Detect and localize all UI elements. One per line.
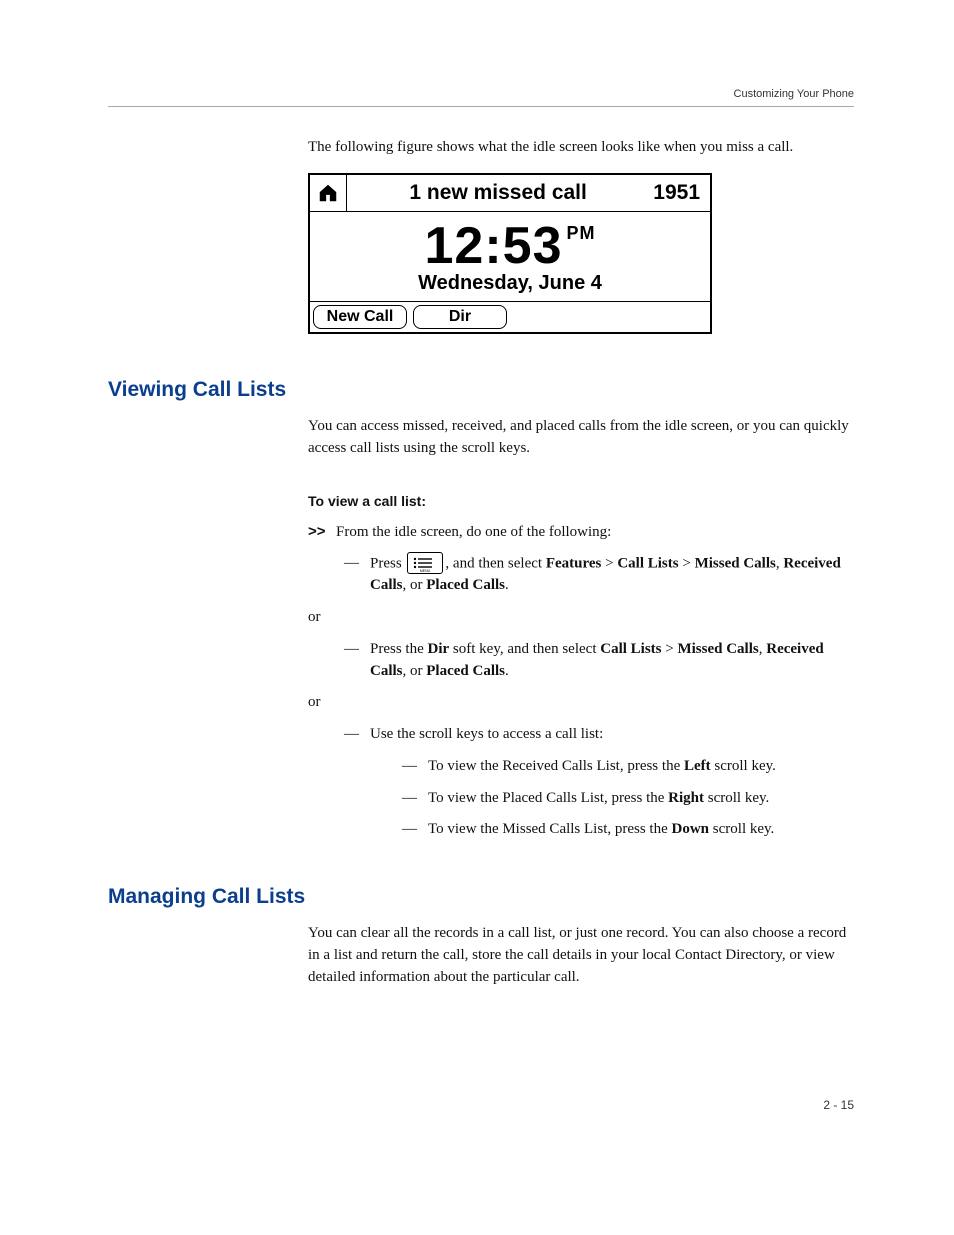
managing-para: You can clear all the records in a call … xyxy=(308,923,854,988)
bold-down: Down xyxy=(672,821,710,837)
bold-call-lists-2: Call Lists xyxy=(600,641,661,657)
text-gt2: > xyxy=(679,556,695,572)
text-press: Press xyxy=(370,556,405,572)
bold-features: Features xyxy=(546,556,602,572)
sub-missed: To view the Missed Calls List, press the… xyxy=(402,819,854,841)
text-then-select: , and then select xyxy=(445,556,545,572)
heading-managing-call-lists: Managing Call Lists xyxy=(108,885,854,909)
clock-date: Wednesday, June 4 xyxy=(310,272,710,295)
clock-time: 12:53 PM xyxy=(425,220,596,272)
text-use-scroll: Use the scroll keys to access a call lis… xyxy=(370,726,603,742)
header-rule xyxy=(108,106,854,107)
bold-missed-2: Missed Calls xyxy=(677,641,758,657)
text-sub-placed: To view the Placed Calls List, press the xyxy=(428,790,668,806)
text-period: . xyxy=(505,577,509,593)
procedure-heading: To view a call list: xyxy=(308,493,854,509)
text-gt3: > xyxy=(662,641,678,657)
softkey-dir: Dir xyxy=(413,305,507,329)
bold-placed: Placed Calls xyxy=(426,577,505,593)
time-ampm: PM xyxy=(567,224,596,242)
text-gt: > xyxy=(601,556,617,572)
bold-right: Right xyxy=(668,790,704,806)
option-scroll-keys: Use the scroll keys to access a call lis… xyxy=(344,724,854,841)
procedure-lead: >> From the idle screen, do one of the f… xyxy=(308,523,854,541)
bold-missed: Missed Calls xyxy=(695,556,776,572)
heading-viewing-call-lists: Viewing Call Lists xyxy=(108,378,854,402)
bold-placed-2: Placed Calls xyxy=(426,663,505,679)
text-or-sep: , or xyxy=(403,577,427,593)
phone-screenshot: 1 new missed call 1951 12:53 PM Wednesda… xyxy=(308,173,712,334)
running-head: Customizing Your Phone xyxy=(108,88,854,100)
bold-call-lists: Call Lists xyxy=(617,556,678,572)
sub-received: To view the Received Calls List, press t… xyxy=(402,756,854,778)
option-dir-softkey: Press the Dir soft key, and then select … xyxy=(344,639,854,683)
text-sub-missed: To view the Missed Calls List, press the xyxy=(428,821,672,837)
svg-text:MENU: MENU xyxy=(420,569,431,573)
text-or-2: or xyxy=(308,692,854,714)
procedure-lead-text: From the idle screen, do one of the foll… xyxy=(336,524,611,541)
bold-left: Left xyxy=(684,758,711,774)
text-sub-received: To view the Received Calls List, press t… xyxy=(428,758,684,774)
text-scroll-key-1: scroll key. xyxy=(711,758,776,774)
intro-paragraph: The following figure shows what the idle… xyxy=(308,137,854,159)
bold-dir: Dir xyxy=(428,641,450,657)
procedure-arrow-icon: >> xyxy=(308,523,336,540)
home-icon xyxy=(310,175,347,211)
text-or-sep-2: , or xyxy=(403,663,427,679)
text-scroll-key-2: scroll key. xyxy=(704,790,769,806)
option-menu-path: Press MENU , and then select Features > C… xyxy=(344,553,854,597)
text-or-1: or xyxy=(308,607,854,629)
viewing-para: You can access missed, received, and pla… xyxy=(308,416,854,460)
page-number: 2 - 15 xyxy=(108,1098,854,1112)
text-period-2: . xyxy=(505,663,509,679)
text-press-the: Press the xyxy=(370,641,428,657)
time-digits: 12:53 xyxy=(425,220,563,272)
missed-call-banner: 1 new missed call xyxy=(347,177,649,209)
extension-number: 1951 xyxy=(649,177,710,209)
softkey-new-call: New Call xyxy=(313,305,407,329)
text-softkey-then: soft key, and then select xyxy=(449,641,600,657)
text-scroll-key-3: scroll key. xyxy=(709,821,774,837)
menu-key-icon: MENU xyxy=(407,552,443,574)
sub-placed: To view the Placed Calls List, press the… xyxy=(402,788,854,810)
